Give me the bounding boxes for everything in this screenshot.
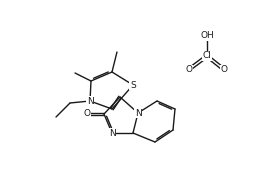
Text: N: N bbox=[109, 129, 115, 137]
Text: N: N bbox=[135, 108, 141, 118]
Text: O: O bbox=[83, 109, 90, 119]
Text: S: S bbox=[130, 80, 136, 90]
Text: OH: OH bbox=[200, 31, 214, 41]
Text: N: N bbox=[87, 96, 93, 106]
Text: Cl: Cl bbox=[202, 52, 211, 60]
Text: O: O bbox=[185, 65, 193, 74]
Text: O: O bbox=[221, 65, 228, 74]
